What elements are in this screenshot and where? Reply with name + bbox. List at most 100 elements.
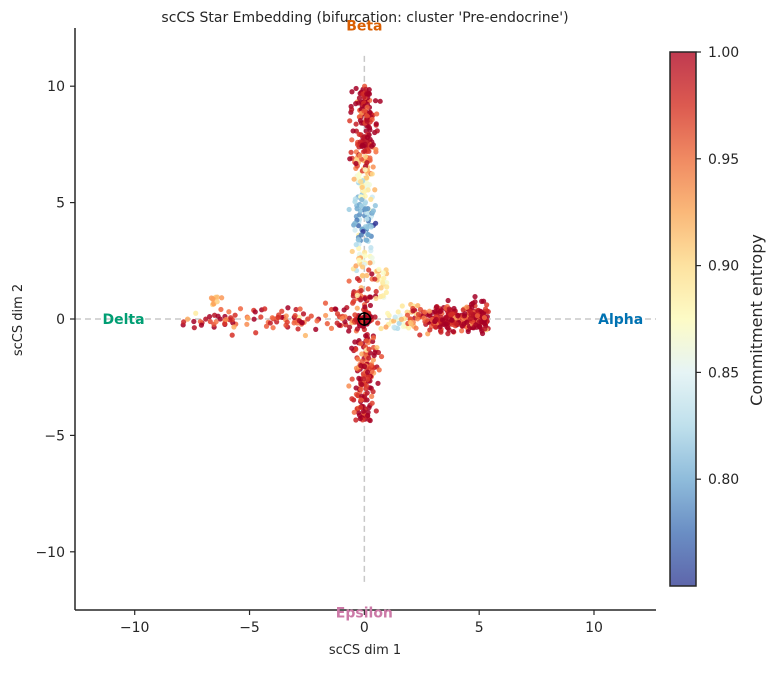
point-alpha bbox=[473, 322, 479, 328]
point-alpha bbox=[415, 311, 422, 317]
point-delta bbox=[185, 316, 191, 322]
point-epsilon bbox=[358, 341, 364, 347]
point-epsilon bbox=[349, 376, 355, 382]
point-delta bbox=[251, 316, 257, 322]
point-beta bbox=[358, 287, 364, 294]
point-beta bbox=[366, 87, 372, 93]
point-epsilon bbox=[369, 393, 375, 399]
point-beta bbox=[380, 293, 386, 299]
point-alpha bbox=[395, 309, 401, 315]
point-epsilon bbox=[349, 396, 355, 402]
point-epsilon bbox=[365, 409, 371, 415]
point-alpha bbox=[464, 304, 470, 310]
point-alpha bbox=[383, 324, 389, 330]
point-alpha bbox=[417, 332, 423, 338]
point-delta bbox=[334, 320, 340, 326]
colorbar-ticks: 0.80 0.85 0.90 0.95 1.00 bbox=[696, 45, 739, 488]
point-beta bbox=[367, 260, 373, 266]
point-beta bbox=[362, 153, 368, 160]
point-alpha bbox=[450, 328, 457, 335]
point-alpha bbox=[445, 331, 451, 337]
point-beta bbox=[357, 114, 363, 120]
point-beta bbox=[376, 273, 382, 279]
point-delta bbox=[323, 312, 329, 319]
point-beta bbox=[364, 91, 370, 97]
point-beta bbox=[361, 189, 368, 195]
point-alpha bbox=[408, 320, 414, 327]
point-delta bbox=[314, 318, 320, 324]
point-alpha bbox=[396, 320, 402, 326]
colorbar: 0.80 0.85 0.90 0.95 1.00 Commitment entropy bbox=[669, 45, 766, 587]
point-alpha bbox=[414, 316, 421, 322]
point-alpha bbox=[433, 304, 440, 310]
point-epsilon bbox=[356, 375, 362, 381]
point-epsilon bbox=[363, 333, 369, 339]
point-beta bbox=[374, 111, 380, 117]
point-delta bbox=[275, 314, 281, 320]
point-beta bbox=[355, 237, 362, 243]
point-epsilon bbox=[372, 350, 378, 356]
point-delta bbox=[207, 313, 213, 320]
point-epsilon bbox=[349, 345, 355, 351]
colorbar-tick-label: 0.95 bbox=[708, 152, 739, 168]
point-beta bbox=[373, 220, 379, 226]
point-epsilon bbox=[358, 386, 364, 392]
point-epsilon bbox=[359, 358, 365, 365]
point-delta bbox=[218, 306, 224, 313]
point-beta bbox=[347, 118, 353, 124]
point-alpha bbox=[413, 325, 419, 331]
point-alpha bbox=[465, 328, 471, 335]
point-beta bbox=[356, 257, 362, 263]
point-epsilon bbox=[370, 389, 376, 395]
point-epsilon bbox=[367, 417, 373, 424]
colorbar-tick-label: 0.85 bbox=[708, 365, 739, 381]
point-alpha bbox=[449, 317, 455, 323]
colorbar-tick-label: 1.00 bbox=[708, 45, 739, 61]
point-beta bbox=[366, 267, 372, 273]
point-alpha bbox=[433, 324, 439, 330]
point-beta bbox=[364, 272, 370, 279]
point-beta bbox=[384, 284, 390, 290]
point-epsilon bbox=[346, 383, 352, 389]
x-tick-label: −10 bbox=[120, 620, 150, 636]
point-delta bbox=[252, 309, 258, 315]
y-tick-label: 5 bbox=[56, 196, 65, 212]
y-tick-label: 10 bbox=[47, 79, 65, 95]
x-ticks: −10 −5 0 5 10 bbox=[120, 610, 603, 636]
point-beta bbox=[346, 278, 352, 284]
colorbar-tick-label: 0.90 bbox=[708, 259, 739, 275]
point-alpha bbox=[472, 294, 478, 300]
point-delta bbox=[226, 309, 232, 315]
point-beta bbox=[381, 275, 387, 281]
point-beta bbox=[350, 300, 356, 306]
point-beta bbox=[356, 245, 362, 251]
point-alpha bbox=[404, 312, 411, 318]
point-alpha bbox=[392, 314, 398, 320]
point-alpha bbox=[469, 304, 475, 310]
point-beta bbox=[350, 128, 356, 134]
point-epsilon bbox=[360, 408, 366, 414]
point-alpha bbox=[462, 311, 468, 317]
point-alpha bbox=[433, 316, 439, 322]
point-beta bbox=[369, 210, 375, 216]
point-alpha bbox=[484, 302, 490, 308]
point-alpha bbox=[482, 326, 488, 332]
point-beta bbox=[373, 146, 379, 153]
y-tick-label: −10 bbox=[35, 545, 65, 561]
point-epsilon bbox=[373, 408, 379, 414]
point-alpha bbox=[443, 321, 449, 327]
point-alpha bbox=[476, 319, 483, 325]
point-delta bbox=[198, 322, 205, 328]
branch-label-epsilon: Epsilon bbox=[336, 605, 393, 621]
point-beta bbox=[364, 216, 370, 222]
point-beta bbox=[364, 113, 370, 119]
point-delta bbox=[279, 308, 285, 314]
point-delta bbox=[300, 311, 307, 317]
point-delta bbox=[214, 294, 220, 300]
point-beta bbox=[358, 232, 364, 238]
point-epsilon bbox=[352, 339, 358, 345]
point-delta bbox=[229, 332, 235, 338]
point-delta bbox=[210, 296, 216, 302]
point-beta bbox=[373, 121, 379, 127]
point-beta bbox=[369, 143, 375, 149]
